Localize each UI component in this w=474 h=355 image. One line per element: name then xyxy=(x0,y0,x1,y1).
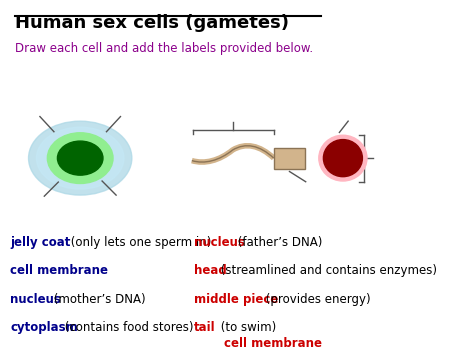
Text: tail: tail xyxy=(194,321,216,334)
Ellipse shape xyxy=(36,127,124,189)
Text: (father’s DNA): (father’s DNA) xyxy=(234,236,322,249)
Text: Human sex cells (gametes): Human sex cells (gametes) xyxy=(15,14,289,32)
Text: (provides energy): (provides energy) xyxy=(262,293,371,306)
Text: middle piece: middle piece xyxy=(194,293,278,306)
Text: (to swim): (to swim) xyxy=(217,321,276,334)
FancyBboxPatch shape xyxy=(273,148,305,169)
Text: (contains food stores): (contains food stores) xyxy=(61,321,194,334)
Text: (only lets one sperm in): (only lets one sperm in) xyxy=(67,236,211,249)
Ellipse shape xyxy=(47,133,113,184)
Text: (streamlined and contains enzymes): (streamlined and contains enzymes) xyxy=(217,264,437,277)
Text: Draw each cell and add the labels provided below.: Draw each cell and add the labels provid… xyxy=(15,42,313,55)
Ellipse shape xyxy=(323,140,363,177)
Text: nucleus: nucleus xyxy=(10,293,61,306)
Text: (mother’s DNA): (mother’s DNA) xyxy=(50,293,146,306)
Text: nucleus: nucleus xyxy=(194,236,245,249)
Text: cell membrane: cell membrane xyxy=(10,264,108,277)
Ellipse shape xyxy=(28,121,132,195)
Text: cell membrane: cell membrane xyxy=(224,337,322,350)
Ellipse shape xyxy=(57,141,103,175)
Text: cytoplasm: cytoplasm xyxy=(10,321,78,334)
Ellipse shape xyxy=(319,135,367,181)
Text: head: head xyxy=(194,264,227,277)
Text: jelly coat: jelly coat xyxy=(10,236,71,249)
